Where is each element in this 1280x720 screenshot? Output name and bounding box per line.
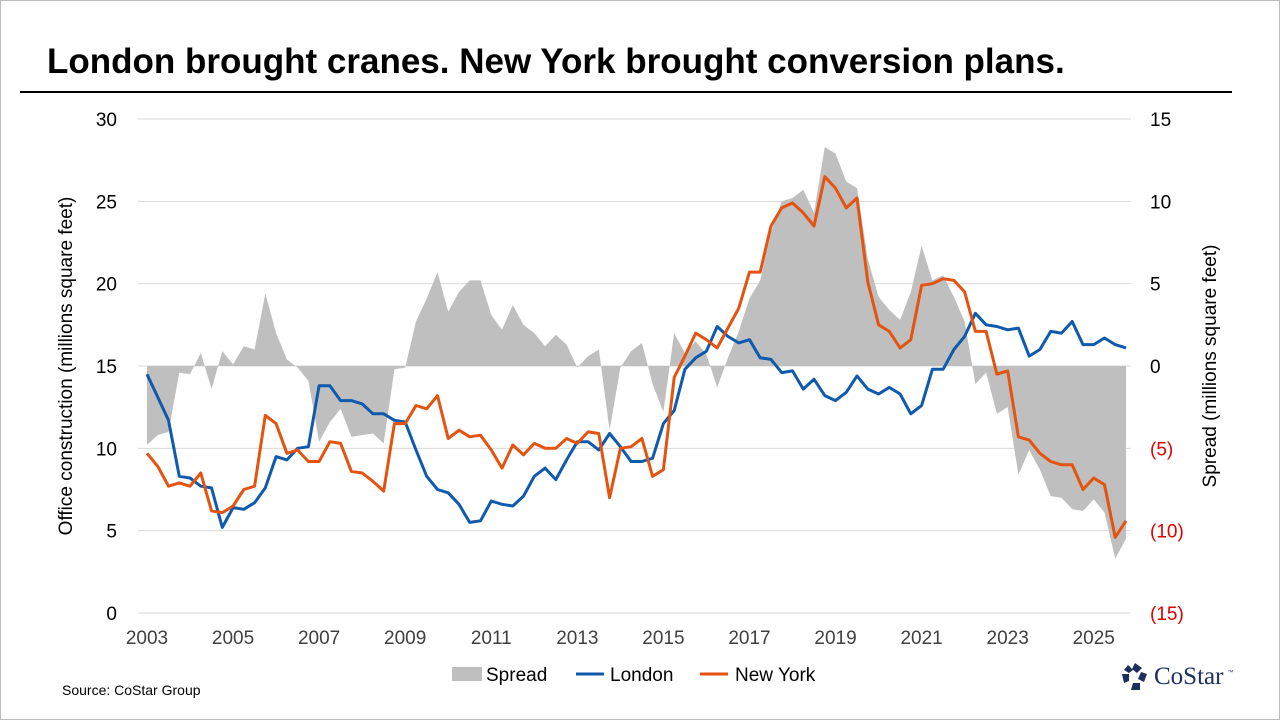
x-tick-label: 2005 bbox=[212, 628, 254, 649]
x-tick-label: 2003 bbox=[126, 628, 168, 649]
x-tick-label: 2019 bbox=[814, 628, 856, 649]
left-axis-ticks: 0 5 10 15 20 25 30 bbox=[96, 110, 117, 625]
left-tick-label: 0 bbox=[106, 604, 117, 625]
left-tick-label: 20 bbox=[96, 275, 117, 296]
x-axis-ticks: 2003 2005 2007 2009 2011 2013 2015 2017 2019 2021… bbox=[126, 628, 1115, 649]
right-tick-label: 5 bbox=[1150, 275, 1161, 296]
legend: Spread London New York bbox=[452, 665, 816, 686]
left-tick-label: 10 bbox=[96, 439, 117, 460]
right-axis-title: Spread (millions square feet) bbox=[1200, 245, 1221, 488]
right-tick-label: 10 bbox=[1150, 192, 1171, 213]
x-tick-label: 2007 bbox=[298, 628, 340, 649]
x-tick-label: 2009 bbox=[384, 628, 426, 649]
x-tick-label: 2023 bbox=[987, 628, 1029, 649]
legend-label-new-york: New York bbox=[735, 665, 816, 686]
legend-swatch-spread bbox=[452, 667, 482, 681]
x-tick-label: 2015 bbox=[642, 628, 684, 649]
x-tick-label: 2013 bbox=[556, 628, 598, 649]
x-tick-label: 2017 bbox=[728, 628, 770, 649]
spread-area-group bbox=[147, 146, 1126, 559]
new-york-line bbox=[145, 175, 1128, 539]
costar-star-icon bbox=[1122, 663, 1147, 690]
chart-title: London brought cranes. New York brought … bbox=[47, 42, 1065, 81]
left-axis-title: Office construction (millions square fee… bbox=[56, 197, 77, 536]
left-tick-label: 15 bbox=[96, 357, 117, 378]
left-tick-label: 25 bbox=[96, 192, 117, 213]
legend-label-london: London bbox=[610, 665, 673, 686]
title-divider bbox=[20, 91, 1232, 93]
right-axis-ticks: (15) (10) (5) 0 5 10 15 bbox=[1150, 110, 1184, 625]
x-tick-label: 2025 bbox=[1073, 628, 1115, 649]
right-tick-label: 15 bbox=[1150, 110, 1171, 131]
legend-label-spread: Spread bbox=[486, 665, 547, 686]
source-note: Source: CoStar Group bbox=[62, 682, 201, 698]
logo-text: CoStar bbox=[1154, 663, 1224, 690]
series-lines bbox=[145, 175, 1128, 539]
costar-logo: CoStar ™ bbox=[1120, 662, 1233, 692]
london-line bbox=[145, 311, 1127, 529]
left-tick-label: 5 bbox=[106, 522, 117, 543]
right-tick-label: (15) bbox=[1150, 604, 1184, 625]
x-tick-label: 2021 bbox=[900, 628, 942, 649]
right-tick-label: (5) bbox=[1150, 439, 1173, 460]
x-tick-label: 2011 bbox=[471, 628, 512, 649]
left-tick-label: 30 bbox=[96, 110, 117, 131]
logo-trademark: ™ bbox=[1227, 670, 1234, 676]
right-tick-label: 0 bbox=[1150, 357, 1161, 378]
spread-area bbox=[147, 146, 1126, 559]
right-tick-label: (10) bbox=[1150, 522, 1184, 543]
